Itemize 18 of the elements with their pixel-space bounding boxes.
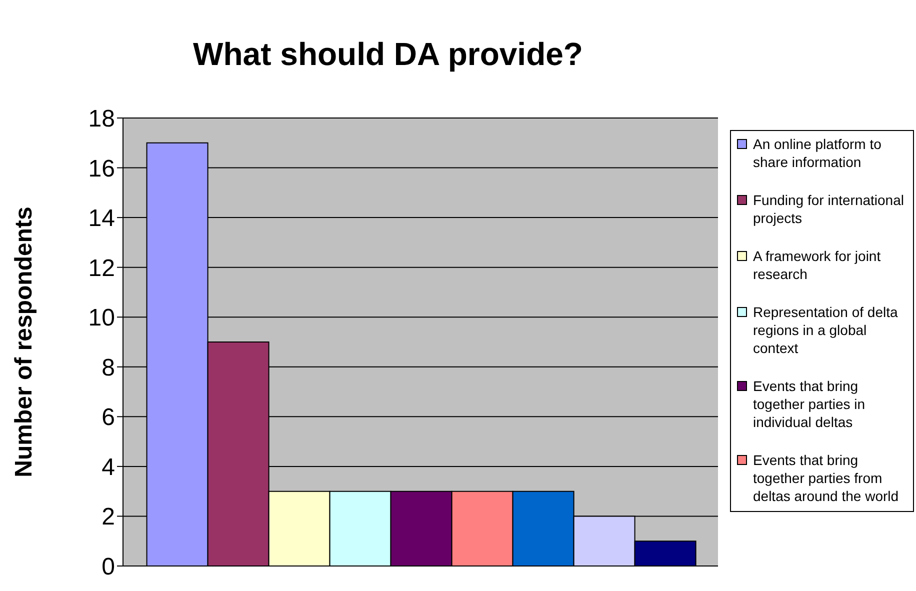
y-tick-label: 18 (88, 106, 115, 133)
legend-label: A framework for joint research (753, 247, 882, 283)
y-tick-label: 14 (88, 205, 115, 232)
y-tick-label: 10 (88, 304, 115, 332)
y-tick-label: 6 (102, 404, 115, 432)
chart-title: What should DA provide? (192, 36, 584, 73)
legend-label: Funding for international projects (753, 191, 905, 227)
legend-label: Events that bring together parties from deltas around the world (753, 451, 900, 505)
legend-label: An online platform to share information (753, 135, 882, 171)
y-tick-label: 16 (88, 155, 115, 182)
y-tick-label: 8 (102, 354, 115, 382)
legend-label: Events that bring together parties in individual deltas (753, 377, 866, 431)
y-tick-label: 12 (88, 254, 115, 282)
y-tick-label: 4 (102, 454, 115, 481)
y-tick-label: 2 (102, 504, 115, 531)
y-tick-label: 0 (102, 554, 115, 581)
legend-label: Representation of delta regions in a global context (753, 303, 899, 357)
y-axis-title: Number of respondents (10, 206, 38, 478)
